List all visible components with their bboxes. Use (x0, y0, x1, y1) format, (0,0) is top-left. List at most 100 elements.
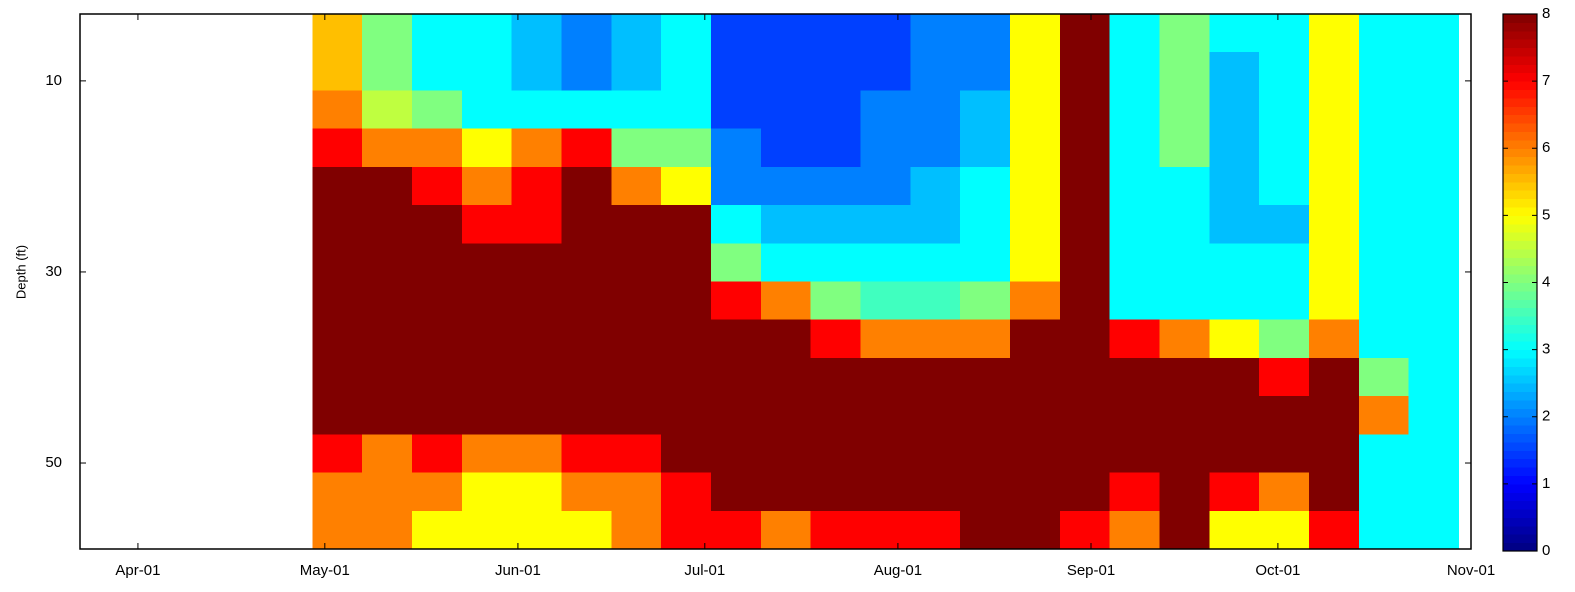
heatmap-cell (810, 52, 862, 91)
heatmap-cell (1159, 90, 1210, 130)
heatmap-cell (760, 90, 812, 130)
heatmap-cell (1259, 243, 1310, 282)
heatmap-cell (1010, 472, 1061, 512)
heatmap-cell (810, 281, 862, 321)
heatmap-cell (1109, 14, 1161, 53)
heatmap-cell (561, 90, 612, 130)
colorbar-swatch (1503, 416, 1537, 426)
colorbar-swatch (1503, 358, 1537, 367)
heatmap-cell (1209, 281, 1260, 321)
heatmap-cell (1358, 319, 1410, 359)
heatmap-cell (1408, 166, 1460, 206)
heatmap-cell (860, 434, 911, 474)
heatmap-cell (611, 434, 662, 474)
heatmap-cell (711, 357, 762, 397)
heatmap-cell (412, 396, 463, 435)
colorbar-swatch (1503, 517, 1537, 527)
colorbar-swatch (1503, 14, 1537, 23)
heatmap-cell (1159, 396, 1210, 435)
heatmap-cell (1259, 357, 1310, 397)
y-tick-label: 50 (45, 454, 62, 471)
heatmap-cell (412, 52, 463, 91)
heatmap-cell (1358, 396, 1410, 435)
heatmap-cell (461, 281, 513, 321)
heatmap-cell (960, 434, 1011, 474)
colorbar-swatch (1503, 139, 1537, 149)
colorbar-swatch (1503, 391, 1537, 401)
heatmap-cell (1358, 14, 1410, 53)
heatmap-cell (1259, 128, 1310, 168)
heatmap-cell (611, 52, 662, 91)
heatmap-cell (561, 434, 612, 474)
heatmap-cell (661, 434, 712, 474)
heatmap-cell (1010, 166, 1061, 206)
heatmap-cell (1209, 128, 1260, 168)
heatmap-cell (1159, 357, 1210, 397)
heatmap-cell (661, 357, 712, 397)
heatmap-cell (561, 396, 612, 435)
colorbar-swatch (1503, 30, 1537, 40)
heatmap-cell (661, 281, 712, 321)
heatmap-cell (312, 396, 363, 435)
heatmap-cell (1259, 205, 1310, 244)
heatmap-cell (312, 434, 363, 474)
heatmap-cell (1059, 357, 1111, 397)
colorbar-swatch (1503, 542, 1537, 552)
heatmap-cell (860, 281, 911, 321)
heatmap-cell (511, 281, 563, 321)
heatmap-cell (412, 472, 463, 512)
heatmap-cell (561, 319, 612, 359)
heatmap-cell (661, 472, 712, 512)
colorbar-swatch (1503, 206, 1537, 216)
heatmap-cell (760, 52, 812, 91)
colorbar-swatch (1503, 22, 1537, 32)
heatmap-cell (960, 281, 1011, 321)
colorbar-swatch (1503, 467, 1537, 476)
heatmap-cell (711, 396, 762, 435)
heatmap-cell (960, 128, 1011, 168)
heatmap-cell (362, 396, 413, 435)
heatmap-cell (362, 52, 413, 91)
heatmap-cell (910, 357, 961, 397)
heatmap-cell (910, 52, 961, 91)
heatmap-cell (1109, 434, 1161, 474)
heatmap-cell (711, 166, 762, 206)
heatmap-cell (760, 510, 812, 550)
heatmap-cell (860, 205, 911, 244)
heatmap-cell (511, 205, 563, 244)
heatmap-cell (760, 472, 812, 512)
colorbar-swatch (1503, 265, 1537, 275)
heatmap-cell (711, 472, 762, 512)
colorbar-swatch (1503, 509, 1537, 518)
colorbar-tick-label: 0 (1542, 542, 1550, 559)
heatmap-cell (860, 14, 911, 53)
heatmap-cell (1309, 14, 1360, 53)
heatmap-cell (1159, 166, 1210, 206)
heatmap-cell (362, 14, 413, 53)
heatmap-cell (1358, 434, 1410, 474)
colorbar-swatch (1503, 257, 1537, 267)
heatmap-cell (810, 14, 862, 53)
heatmap-cell (1109, 90, 1161, 130)
heatmap-cell (1159, 128, 1210, 168)
colorbar-tick-label: 7 (1542, 72, 1550, 89)
heatmap-cell (561, 357, 612, 397)
heatmap-cell (1358, 243, 1410, 282)
heatmap-cell (1109, 281, 1161, 321)
colorbar-swatch (1503, 47, 1537, 57)
heatmap-cell (860, 128, 911, 168)
heatmap-cell (1408, 396, 1460, 435)
heatmap-cell (511, 14, 563, 53)
heatmap-cell (760, 14, 812, 53)
heatmap-cell (1408, 434, 1460, 474)
heatmap-cell (1010, 281, 1061, 321)
heatmap-cell (1059, 90, 1111, 130)
heatmap-cell (1309, 357, 1360, 397)
colorbar-swatch (1503, 55, 1537, 65)
heatmap-cell (1408, 319, 1460, 359)
heatmap-cell (810, 90, 862, 130)
heatmap-cell (910, 396, 961, 435)
heatmap-cell (1259, 396, 1310, 435)
heatmap-cell (412, 166, 463, 206)
colorbar-swatch (1503, 240, 1537, 250)
